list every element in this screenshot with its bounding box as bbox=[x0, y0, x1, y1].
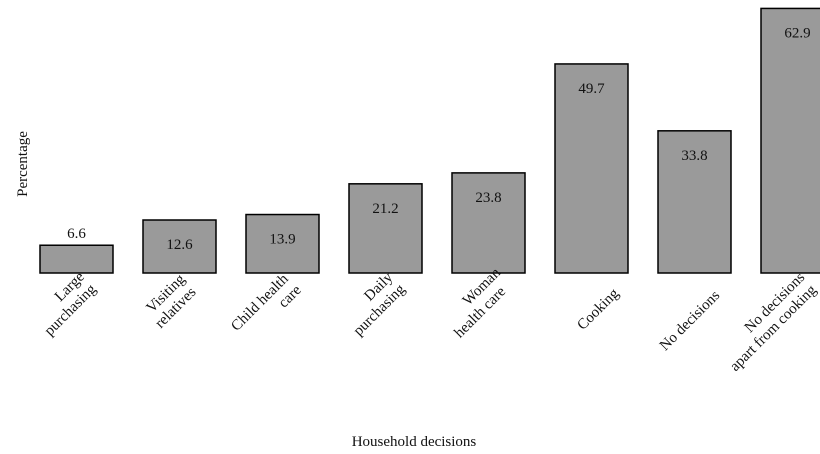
y-axis-label: Percentage bbox=[15, 131, 31, 197]
value-labels-layer: 6.6 12.6 13.9 21.2 23.8 49.7 33.8 62.9 bbox=[67, 25, 811, 253]
value-label-6: 49.7 bbox=[578, 81, 605, 97]
x-tick-label-2: Visitingrelatives bbox=[140, 271, 201, 332]
x-tick-label-8: No decisionsapart from cooking bbox=[715, 270, 820, 375]
value-label-7: 33.8 bbox=[681, 148, 707, 164]
value-label-3: 13.9 bbox=[269, 232, 295, 248]
value-label-5: 23.8 bbox=[475, 190, 501, 206]
x-tick-label-3: Child healthcare bbox=[228, 270, 305, 347]
x-tick-label-7: No decisions bbox=[657, 288, 724, 355]
x-tick-label-line: Cooking bbox=[574, 285, 622, 333]
bar-4 bbox=[348, 183, 423, 274]
x-tick-label-6: Cooking bbox=[574, 285, 622, 333]
bar-6 bbox=[554, 63, 629, 274]
value-label-8: 62.9 bbox=[784, 25, 810, 41]
value-label-1: 6.6 bbox=[67, 226, 86, 242]
x-tick-label-1: Largepurchasing bbox=[30, 269, 100, 339]
x-tick-label-line: No decisions bbox=[657, 288, 724, 355]
bars-layer bbox=[39, 7, 820, 274]
value-label-2: 12.6 bbox=[166, 237, 193, 253]
bar-3 bbox=[245, 213, 320, 274]
x-tick-label-4: Dailypurchasing bbox=[339, 269, 409, 339]
x-tick-label-5: Womanhealth care bbox=[440, 265, 517, 342]
bar-1 bbox=[39, 244, 114, 274]
bar-8 bbox=[760, 7, 820, 274]
bar-2 bbox=[142, 219, 217, 274]
value-label-4: 21.2 bbox=[372, 201, 398, 217]
x-tick-labels-layer: Largepurchasing Visitingrelatives Child he… bbox=[30, 265, 820, 375]
x-axis-label: Household decisions bbox=[352, 434, 477, 450]
bar-5 bbox=[451, 172, 526, 274]
bar-7 bbox=[657, 130, 732, 274]
